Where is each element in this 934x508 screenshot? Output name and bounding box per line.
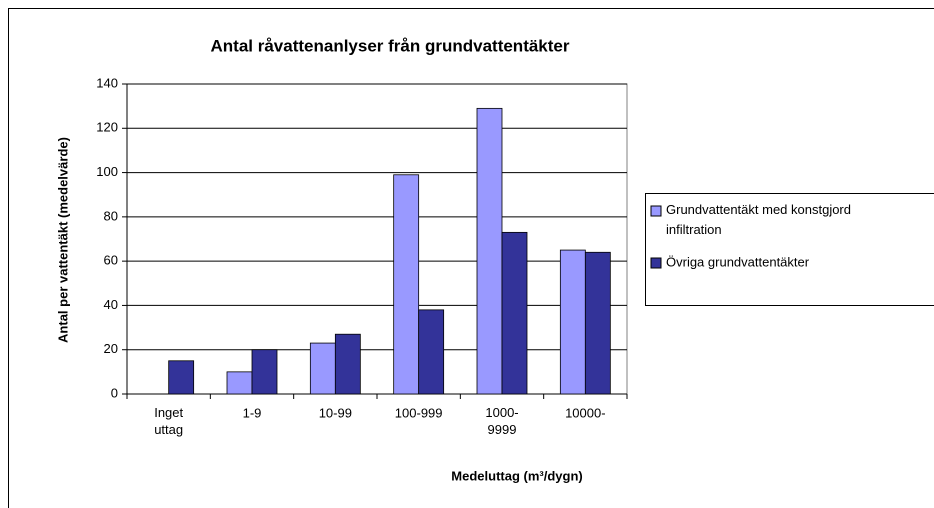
bar <box>501 231 528 395</box>
plot-area <box>126 83 628 395</box>
x-tick-label: Inget uttag <box>154 405 183 437</box>
bar <box>584 251 611 395</box>
legend-swatch <box>650 257 662 269</box>
y-tick-label: 120 <box>96 120 118 135</box>
x-tick-label: 1000-9999 <box>485 405 518 437</box>
y-tick-label: 60 <box>104 253 118 268</box>
legend-box <box>645 193 934 306</box>
y-tick-label: 20 <box>104 341 118 356</box>
bar <box>251 349 278 395</box>
bar <box>418 309 445 395</box>
bar <box>168 360 195 395</box>
bar <box>334 333 361 395</box>
x-axis-label: Medeluttag (m³/dygn) <box>451 468 582 483</box>
legend-label: Övriga grundvattentäkter <box>666 254 810 269</box>
x-tick-label: 1-9 <box>243 405 262 420</box>
y-tick-label: 0 <box>111 385 118 400</box>
x-tick-label: 100-999 <box>395 405 443 420</box>
y-tick-label: 100 <box>96 164 118 179</box>
legend-label: Grundvattentäkt med konstgjord infiltrati… <box>666 202 851 237</box>
bar <box>476 107 503 395</box>
bar <box>226 371 253 395</box>
bar <box>393 174 420 395</box>
chart-title: Antal råvattenanlyser från grundvattentä… <box>211 36 570 55</box>
x-tick-label: 10000- <box>565 405 605 420</box>
bar <box>309 342 336 395</box>
y-tick-label: 40 <box>104 297 118 312</box>
y-axis-label: Antal per vattentäkt (medelvärde) <box>55 137 70 343</box>
y-tick-label: 80 <box>104 208 118 223</box>
y-tick-label: 140 <box>96 75 118 90</box>
x-tick-label: 10-99 <box>319 405 352 420</box>
legend-swatch <box>650 205 662 217</box>
bar <box>559 249 586 395</box>
